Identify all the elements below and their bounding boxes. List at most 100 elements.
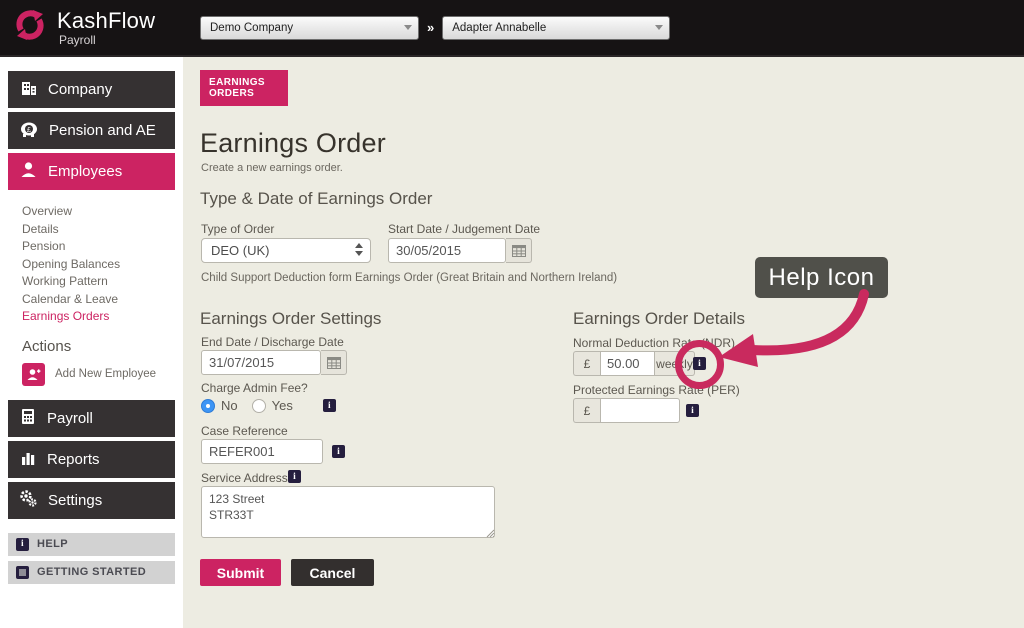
ndr-input-group: £ weekly [573, 351, 695, 376]
subnav-calendar-leave[interactable]: Calendar & Leave [22, 291, 119, 306]
subnav-earnings-orders[interactable]: Earnings Orders [22, 309, 110, 323]
employees-subnav: Overview Details Pension Opening Balance… [22, 203, 175, 326]
settings-heading: Earnings Order Settings [200, 309, 382, 328]
start-date-calendar-button[interactable] [506, 238, 532, 263]
case-reference-input[interactable] [201, 439, 323, 464]
sidebar-item-company[interactable]: Company [8, 71, 175, 108]
submit-button[interactable]: Submit [200, 559, 281, 586]
brand: KashFlow Payroll [0, 7, 185, 48]
info-icon: i [16, 537, 29, 551]
piggy-bank-icon: £ [19, 119, 39, 142]
page-title: Earnings Order [200, 128, 386, 158]
currency-addon: £ [573, 398, 600, 423]
context-selectors: Demo Company » Adapter Annabelle [200, 15, 671, 40]
add-new-employee-button[interactable]: Add New Employee [22, 362, 175, 386]
per-input[interactable] [600, 398, 680, 423]
end-date-label: End Date / Discharge Date [201, 335, 344, 349]
radio-yes[interactable] [251, 398, 266, 413]
getting-started-icon [16, 565, 29, 579]
per-info-icon[interactable]: i [686, 404, 699, 417]
earnings-orders-badge: EARNINGS ORDERS [200, 70, 288, 106]
getting-started-row[interactable]: GETTING STARTED [8, 560, 175, 584]
badge-line-2: ORDERS [209, 88, 255, 99]
end-date-input[interactable] [201, 350, 321, 375]
main-content: EARNINGS ORDERS Earnings Order Create a … [183, 57, 1024, 628]
cancel-button[interactable]: Cancel [291, 559, 374, 586]
per-input-group: £ [573, 398, 680, 423]
actions-heading: Actions [22, 337, 72, 355]
admin-fee-radio-group: No Yes i [201, 398, 336, 413]
sidebar: Company £ Pension and AE Employees Overv… [0, 57, 183, 628]
sidebar-item-label: Pension and AE [49, 122, 156, 139]
brand-text: KashFlow Payroll [57, 7, 156, 47]
help-row[interactable]: i HELP [8, 532, 175, 556]
chevron-down-icon [655, 25, 664, 30]
ndr-label: Normal Deduction Rate (NDR) [573, 336, 736, 350]
company-select-value: Demo Company [210, 21, 294, 34]
sidebar-item-pension-and-ae[interactable]: £ Pension and AE [8, 112, 175, 149]
per-label: Protected Earnings Rate (PER) [573, 383, 740, 397]
building-icon [19, 78, 38, 101]
type-of-order-label: Type of Order [201, 222, 275, 236]
subnav-pension[interactable]: Pension [22, 239, 66, 253]
badge-line-1: EARNINGS [209, 77, 265, 88]
top-header: KashFlow Payroll Demo Company » Adapter … [0, 0, 1024, 57]
page-subtitle: Create a new earnings order. [201, 162, 343, 174]
calendar-icon [326, 357, 341, 369]
getting-started-label: GETTING STARTED [37, 566, 147, 578]
breadcrumb-separator: » [427, 20, 435, 35]
start-date-label: Start Date / Judgement Date [388, 222, 541, 236]
add-new-employee-label: Add New Employee [55, 368, 156, 380]
help-icon-callout: Help Icon [755, 257, 888, 298]
service-address-textarea[interactable]: 123 Street STR33T [201, 486, 495, 538]
calculator-icon [19, 407, 37, 430]
currency-addon: £ [573, 351, 600, 376]
company-select[interactable]: Demo Company [200, 15, 419, 40]
ndr-unit-addon: weekly [655, 351, 695, 376]
sidebar-item-label: Payroll [47, 409, 93, 427]
sidebar-item-label: Reports [47, 450, 100, 468]
sidebar-item-payroll[interactable]: Payroll [8, 399, 175, 437]
case-reference-info-icon[interactable]: i [332, 445, 345, 458]
ndr-input[interactable] [600, 351, 655, 376]
subnav-opening-balances[interactable]: Opening Balances [22, 256, 121, 271]
employee-select-value: Adapter Annabelle [452, 21, 547, 34]
order-type-helper-text: Child Support Deduction form Earnings Or… [201, 272, 618, 284]
add-person-icon [22, 362, 45, 386]
service-address-label: Service Address [201, 471, 288, 485]
sidebar-item-label: Settings [48, 491, 103, 509]
type-of-order-value: DEO (UK) [211, 243, 270, 258]
brand-name: KashFlow [57, 7, 156, 33]
bar-chart-icon [19, 448, 37, 471]
gears-icon [19, 489, 38, 512]
calendar-icon [511, 245, 526, 257]
radio-yes-label: Yes [271, 398, 293, 413]
type-date-heading: Type & Date of Earnings Order [200, 189, 433, 208]
subnav-working-pattern[interactable]: Working Pattern [22, 274, 108, 288]
help-label: HELP [37, 538, 68, 550]
end-date-calendar-button[interactable] [321, 350, 347, 375]
kashflow-logo-icon [12, 7, 48, 48]
select-updown-icon [355, 242, 363, 259]
chevron-down-icon [404, 25, 412, 30]
start-date-input[interactable] [388, 238, 506, 263]
service-address-info-icon[interactable]: i [288, 470, 301, 483]
sidebar-item-reports[interactable]: Reports [8, 440, 175, 478]
sidebar-item-settings[interactable]: Settings [8, 481, 175, 519]
subnav-overview[interactable]: Overview [22, 204, 73, 218]
radio-no-label: No [221, 398, 238, 413]
case-reference-label: Case Reference [201, 424, 288, 438]
ndr-help-icon[interactable]: i [693, 357, 706, 370]
radio-no[interactable] [201, 398, 215, 413]
subnav-details[interactable]: Details [22, 221, 59, 236]
sidebar-item-label: Company [48, 81, 113, 98]
person-icon [19, 160, 38, 183]
employee-select[interactable]: Adapter Annabelle [442, 15, 671, 40]
svg-text:£: £ [27, 127, 31, 134]
admin-fee-info-icon[interactable]: i [322, 399, 336, 412]
details-heading: Earnings Order Details [573, 309, 745, 328]
sidebar-item-employees[interactable]: Employees [8, 153, 175, 190]
type-of-order-select[interactable]: DEO (UK) [201, 238, 371, 263]
brand-product: Payroll [59, 32, 96, 47]
